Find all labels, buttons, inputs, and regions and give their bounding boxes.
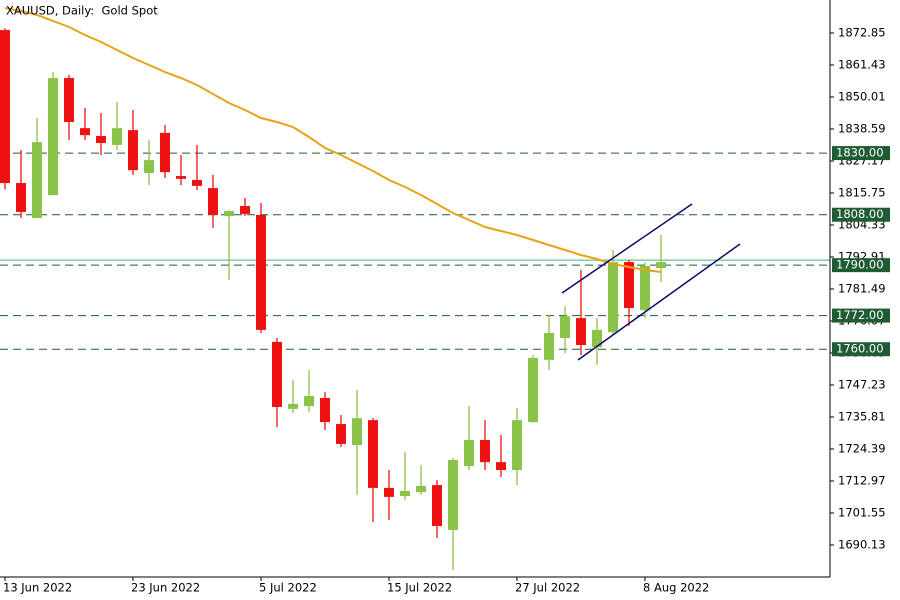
x-tick-label: 27 Jul 2022 — [515, 581, 580, 595]
candle-body — [240, 206, 250, 214]
candle-body — [336, 424, 346, 444]
candle-body — [144, 160, 154, 173]
axis-layer: 1872.851861.431850.011838.591827.171815.… — [3, 26, 890, 595]
candle-body — [128, 130, 138, 171]
candle-body — [576, 318, 586, 346]
candle-body — [528, 357, 538, 423]
candle-body — [416, 485, 426, 493]
x-tick-label: 5 Jul 2022 — [259, 581, 317, 595]
candle-body — [0, 30, 10, 184]
candle-body — [32, 142, 42, 219]
level-label: 1760.00 — [836, 342, 884, 356]
candle-body — [288, 403, 298, 409]
candle-body — [304, 396, 314, 407]
level-label: 1790.00 — [836, 258, 884, 272]
level-label-box — [832, 207, 890, 222]
x-tick-label: 15 Jul 2022 — [387, 581, 452, 595]
candle-body — [96, 135, 106, 143]
candle-body — [80, 128, 90, 136]
level-label: 1830.00 — [836, 146, 884, 160]
y-tick-label: 1701.55 — [838, 506, 886, 520]
y-tick-label: 1781.49 — [838, 282, 886, 296]
chart-title: XAUUSD, Daily: Gold Spot — [6, 4, 158, 18]
candle-body — [656, 262, 666, 268]
candle-body — [48, 77, 58, 196]
candle-body — [544, 332, 554, 360]
candle-body — [448, 459, 458, 530]
level-label-box — [832, 308, 890, 323]
candle-body — [592, 329, 602, 347]
x-tick-label: 13 Jun 2022 — [3, 581, 72, 595]
candle-body — [368, 420, 378, 488]
x-tick-label: 23 Jun 2022 — [131, 581, 200, 595]
candle-body — [112, 128, 122, 145]
candle-body — [624, 262, 634, 309]
channel-lower — [577, 243, 741, 361]
y-tick-label: 1747.23 — [838, 378, 886, 392]
candle-body — [640, 265, 650, 310]
level-label-box — [832, 146, 890, 161]
candle-body — [480, 440, 490, 463]
candle-body — [464, 440, 474, 467]
y-tick-label: 1690.13 — [838, 538, 886, 552]
y-tick-label: 1815.75 — [838, 186, 886, 200]
grid-layer — [0, 152, 830, 350]
candle-body — [432, 485, 442, 527]
moving-average — [4, 7, 662, 274]
y-tick-label: 1872.85 — [838, 26, 886, 40]
candle-body — [496, 462, 506, 470]
candle-body — [176, 176, 186, 179]
y-tick-label: 1724.39 — [838, 442, 886, 456]
level-label: 1772.00 — [836, 308, 884, 322]
candle-body — [560, 316, 570, 339]
candle-body — [256, 215, 266, 330]
y-tick-label: 1712.97 — [838, 474, 886, 488]
candle-body — [352, 418, 362, 446]
candle-body — [272, 341, 282, 407]
level-label-box — [832, 258, 890, 273]
y-tick-label: 1850.01 — [838, 90, 886, 104]
channel-upper — [561, 203, 693, 294]
marks-layer — [0, 7, 666, 571]
candle-body — [192, 179, 202, 186]
candle-body — [608, 262, 618, 333]
y-tick-label: 1735.81 — [838, 410, 886, 424]
candle-body — [320, 397, 330, 423]
candle-body — [512, 420, 522, 470]
x-tick-label: 8 Aug 2022 — [643, 581, 709, 595]
candle-body — [384, 487, 394, 497]
y-tick-label: 1861.43 — [838, 58, 886, 72]
candle-body — [16, 183, 26, 212]
candle-body — [400, 491, 410, 497]
candle-body — [208, 188, 218, 216]
level-label-box — [832, 342, 890, 357]
candle-body — [224, 211, 234, 217]
y-tick-label: 1838.59 — [838, 122, 886, 136]
level-label: 1808.00 — [836, 207, 884, 221]
candle-body — [160, 132, 170, 173]
candle-body — [64, 77, 74, 122]
